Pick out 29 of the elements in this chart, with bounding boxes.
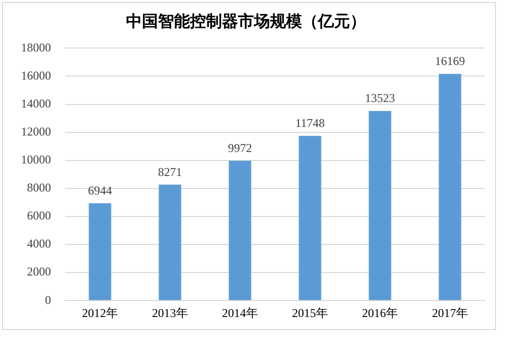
- y-tick-label: 14000: [21, 96, 51, 110]
- bar: [438, 74, 462, 300]
- bar: [368, 110, 392, 300]
- x-tick-label: 2015年: [292, 306, 328, 320]
- y-tick-label: 12000: [21, 124, 51, 138]
- y-tick-label: 8000: [27, 180, 51, 195]
- data-label: 9972: [228, 140, 252, 155]
- bar: [298, 136, 322, 300]
- chart-title: 中国智能控制器市场规模（亿元）: [126, 12, 366, 31]
- x-tick-label: 2013年: [152, 306, 188, 320]
- y-tick-label: 10000: [21, 152, 51, 167]
- y-tick-label: 16000: [21, 68, 51, 82]
- bar: [88, 203, 112, 300]
- y-tick-label: 2000: [27, 264, 51, 279]
- data-label: 6944: [88, 183, 112, 198]
- data-label: 16169: [435, 54, 465, 68]
- bar: [158, 184, 182, 300]
- bar: [228, 160, 252, 300]
- x-tick-label: 2017年: [432, 306, 468, 320]
- data-label: 8271: [158, 164, 182, 179]
- x-tick-label: 2012年: [82, 306, 118, 320]
- y-tick-label: 18000: [21, 40, 51, 54]
- y-tick-label: 0: [45, 292, 51, 307]
- x-tick-label: 2016年: [362, 306, 398, 320]
- y-tick-label: 6000: [27, 208, 51, 223]
- y-tick-label: 4000: [27, 236, 51, 251]
- data-label: 13523: [365, 91, 395, 106]
- x-tick-label: 2014年: [222, 306, 258, 320]
- data-label: 11748: [295, 116, 325, 130]
